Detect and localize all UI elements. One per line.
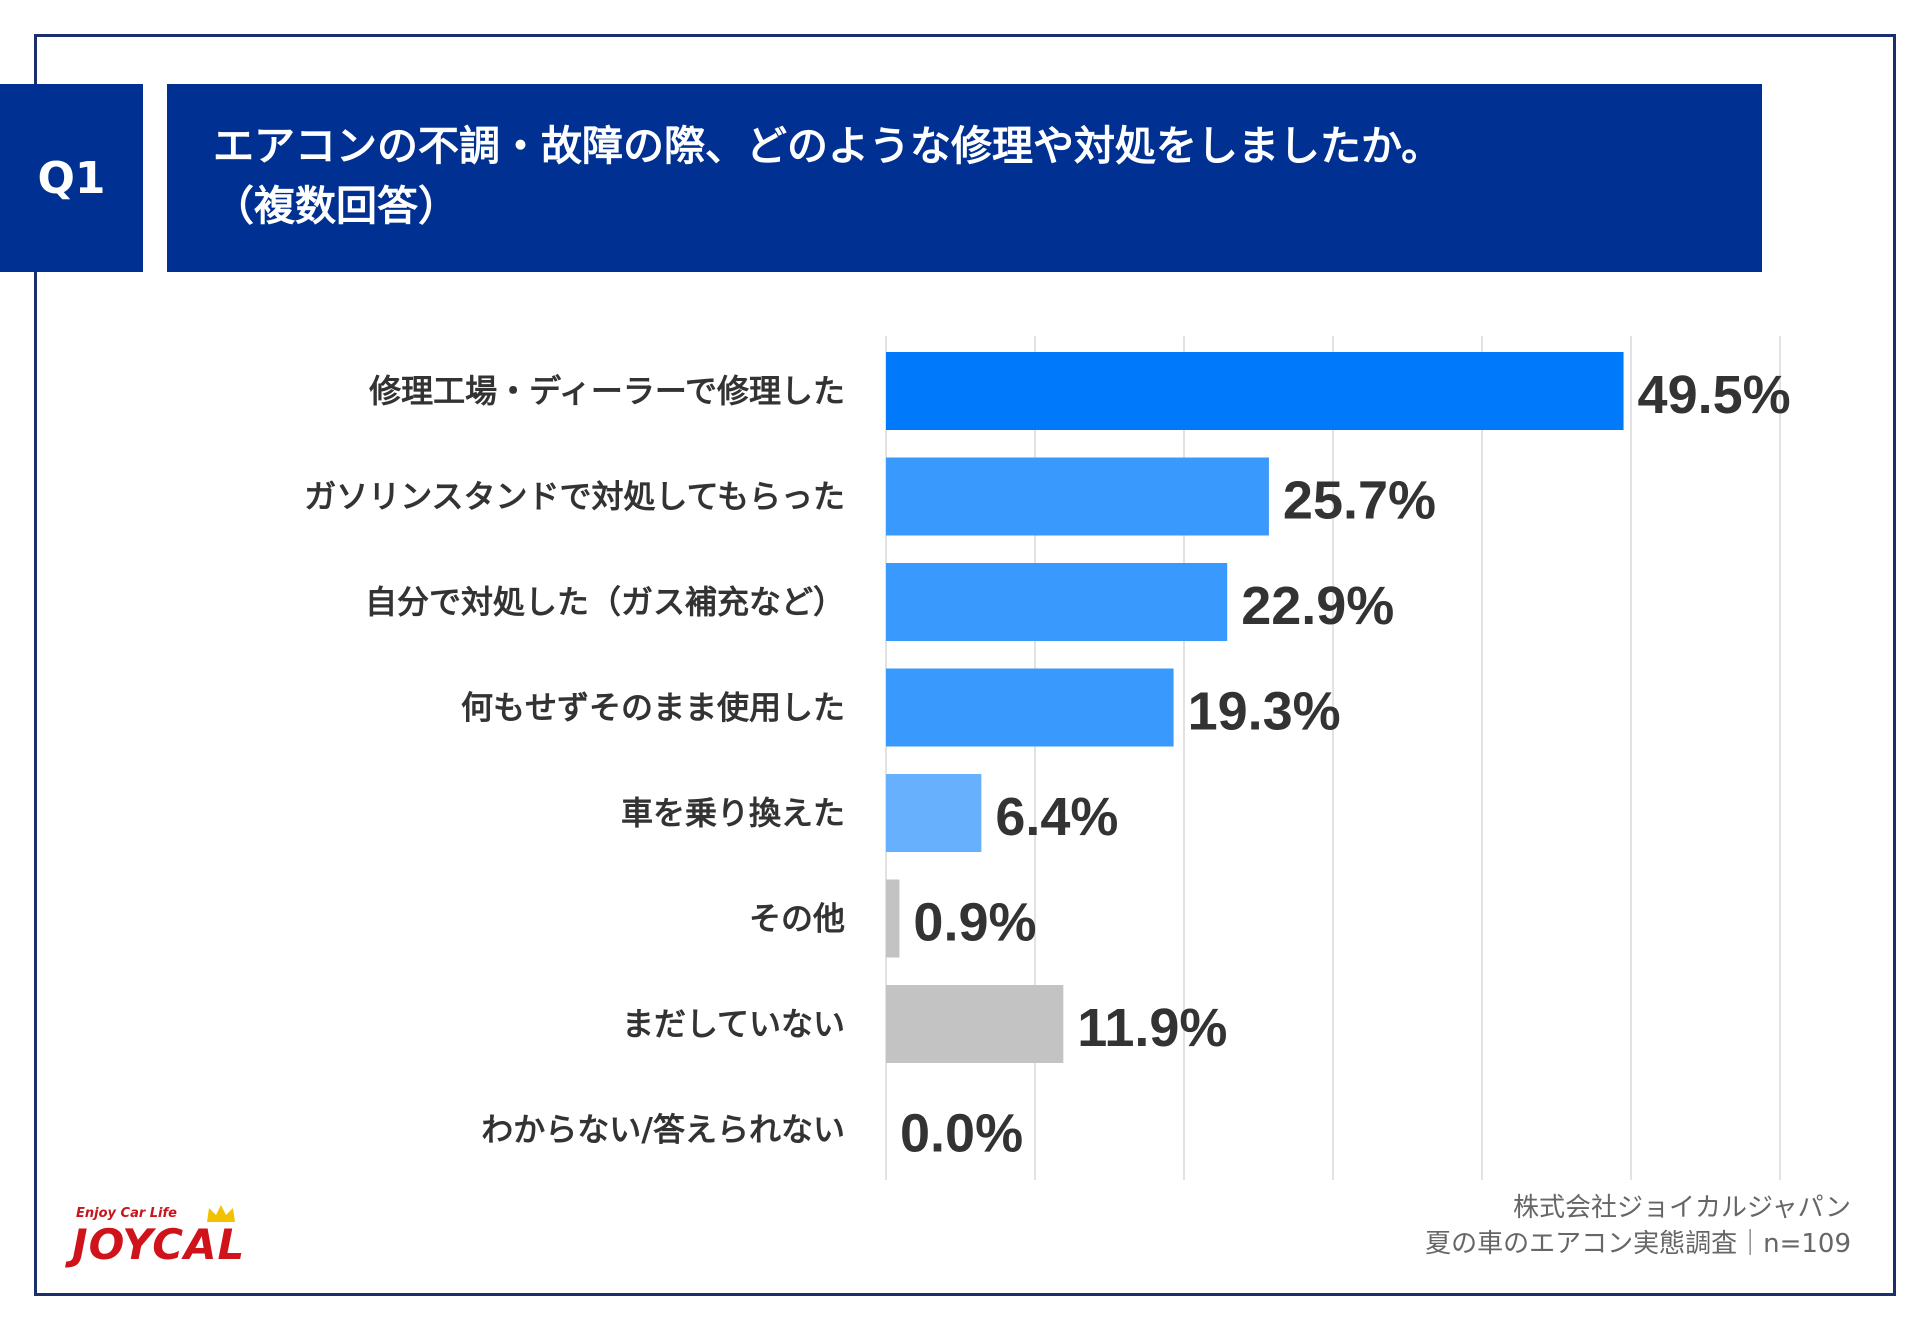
logo-tagline: Enjoy Car Life [76,1206,177,1221]
bar [886,563,1228,641]
survey-credit: 株式会社ジョイカルジャパン 夏の車のエアコン実態調査｜n=109 [1425,1190,1851,1262]
data-label: 19.3% [1188,682,1341,742]
title-line-2: （複数回答） [213,182,459,230]
category-label: 何もせずそのまま使用した [461,689,845,727]
bar [886,668,1174,747]
data-label: 0.0% [900,1104,1023,1164]
data-label: 22.9% [1241,576,1394,636]
page-title: エアコンの不調・故障の際、どのような修理や対処をしましたか。 （複数回答） [167,84,1762,272]
category-label: 車を乗り換えた [621,794,845,832]
data-label: 0.9% [913,893,1036,953]
category-label: 修理工場・ディーラーで修理した [368,372,845,410]
credit-company: 株式会社ジョイカルジャパン [1512,1193,1851,1223]
question-label: Q1 [0,84,143,272]
bar [886,352,1624,430]
category-label: 自分で対処した（ガス補充など） [365,583,845,621]
credit-survey: 夏の車のエアコン実態調査｜n=109 [1425,1229,1851,1259]
data-label: 6.4% [995,787,1118,847]
category-label: わからない/答えられない [481,1111,845,1149]
bar [886,879,900,958]
bar [886,985,1064,1063]
bar [886,457,1269,536]
data-label: 49.5% [1638,365,1791,425]
logo-wordmark: JOYCAL [72,1220,246,1269]
category-label: まだしていない [622,1005,845,1043]
crown-icon [207,1205,235,1222]
chart-frame [34,34,1896,1296]
title-line-1: エアコンの不調・故障の際、どのような修理や対処をしましたか。 [213,122,1443,170]
bar [886,774,982,852]
data-label: 11.9% [1077,998,1227,1058]
category-label: その他 [749,900,845,938]
data-label: 25.7% [1283,471,1436,531]
category-label: ガソリンスタンドで対処してもらった [304,478,845,516]
